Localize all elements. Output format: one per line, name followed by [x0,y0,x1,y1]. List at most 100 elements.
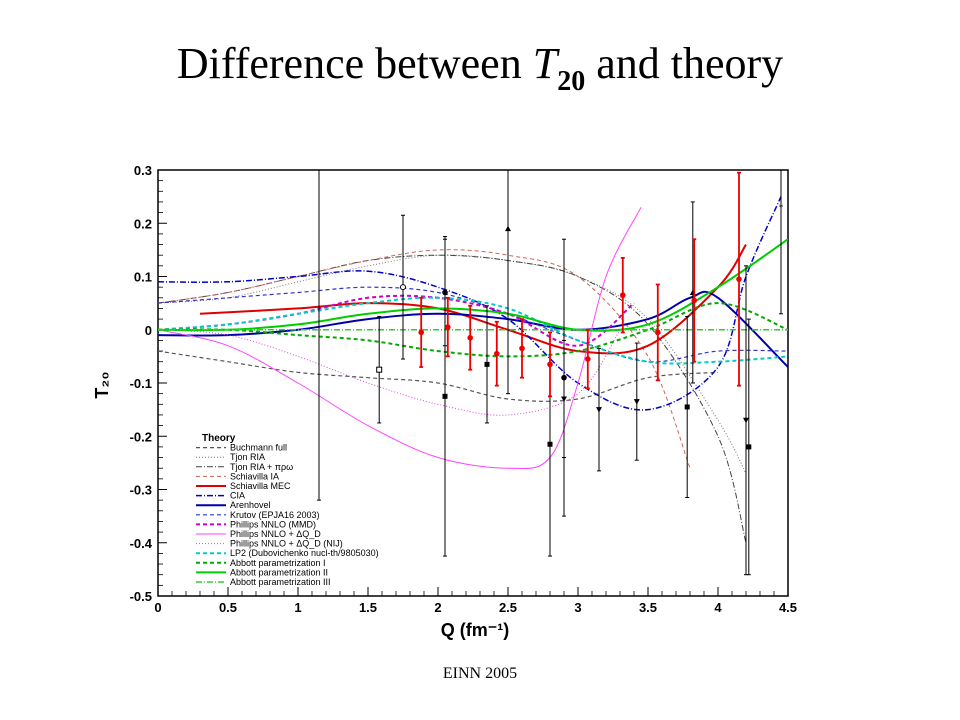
footer: EINN 2005 [442,665,518,682]
data-point [655,283,661,382]
marker-triangle-down [561,396,567,402]
marker-triangle-down [743,417,749,424]
plot-area: 0 0.5 1 1.5 2 2.5 3 3.5 4 4.5 -0.5 -0.4 -0.3 -0.2 -0.1… [92,163,797,640]
marker-star: * [779,202,784,212]
data-point [376,315,383,424]
data-point [633,342,640,461]
legend-entry: Abbott parametrization II [230,567,328,577]
data-point [494,320,500,387]
data-point [691,238,697,363]
marker-circle [547,361,553,368]
legend-entry: LP2 (Dubovichenko nucl-th/9805030) [230,548,379,558]
marker-circle [442,289,448,296]
legend-title: Theory [202,433,236,444]
y-tick-label: 0.3 [134,163,152,178]
legend-entry: Phillips NNLO + ΔQ_D (NIJ) [230,539,343,549]
x-tick-label: 0.5 [219,600,237,615]
marker-circle [467,334,474,341]
legend-entry: Phillips NNLO (MMD) [230,519,316,529]
marker-circle [620,292,626,298]
x-tick-label: 3 [574,600,581,615]
x-tick-label: 1 [294,600,301,615]
theory-curve-14 [158,238,788,332]
data-point [561,339,567,459]
legend-entry: Tjon RIA [230,452,265,462]
data-point: * [779,170,784,315]
marker-circle [585,356,591,362]
legend-entry: Buchmann full [230,443,287,453]
legend-entry: Phillips NNLO + ΔQ_D [230,529,321,539]
theory-curve-13 [158,302,788,358]
y-tick-label: -0.1 [130,376,152,391]
y-axis-title: T₂₀ [92,371,112,398]
y-tick-label: -0.3 [130,483,152,498]
data-point [400,214,406,360]
y-tick-label: 0.2 [134,216,152,231]
y-tick-label: -0.2 [130,429,152,444]
marker-square [684,404,690,410]
title-prefix: Difference between [176,39,533,88]
theory-curve-6 [158,196,782,411]
data-point [596,347,602,472]
data-point [484,305,490,424]
marker-open-square [376,366,383,373]
marker-circle [445,324,451,330]
data-point [505,170,511,395]
theory-curve-5 [199,244,747,355]
data-point [547,331,553,398]
data-point [519,318,525,379]
marker-square [547,441,553,447]
legend-entry: Abbott parametrization I [230,558,326,568]
theory-curve-11 [158,329,621,416]
x-tick-label: 4.5 [779,600,797,615]
legend-entry: CIA [230,491,245,501]
y-tick-label: -0.4 [130,536,153,551]
x-tick-label: 1.5 [359,600,377,615]
x-tick-label: 4 [714,600,722,615]
legend-entry: Tjon RIA + πρω [230,462,293,472]
x-tick-label: 0 [154,600,161,615]
marker-square [442,393,448,399]
x-tick-label: 2.5 [499,600,517,615]
y-tick-label: 0 [145,323,152,338]
data-point [317,170,321,501]
y-tick-label: 0.1 [134,270,152,285]
data-points: * [317,170,784,576]
marker-circle [736,276,742,282]
legend-entry: Schiavilla IA [230,471,279,481]
marker-triangle-down [633,399,640,405]
data-point [442,238,448,347]
marker-triangle-down [596,407,602,413]
theory-curve-8 [158,286,788,363]
marker-square [746,444,752,450]
data-point [467,304,474,371]
data-point [743,265,749,576]
x-axis-title: Q (fm⁻¹) [441,620,509,640]
marker-circle [418,329,425,336]
data-point [620,256,626,334]
marker-circle [655,329,661,336]
theory-curve-12 [158,296,788,365]
data-point [684,315,690,498]
x-tick-label: 2 [434,600,441,615]
marker-square [484,361,490,367]
data-point [736,171,742,387]
marker-circle [519,345,525,352]
theory-curve-10 [158,207,642,470]
data-point [445,296,451,358]
marker-circle [691,297,697,304]
legend-entry: Schiavilla MEC [230,481,291,491]
data-point [746,318,752,576]
data-point [585,328,591,390]
legend-entry: Krutov (EPJA16 2003) [230,510,320,520]
y-tick-label: -0.5 [130,589,152,604]
marker-open-circle [400,284,406,291]
legend-entry: Arenhovel [230,500,271,510]
theory-curve-1 [158,350,719,402]
title-suffix: and theory [585,39,784,88]
marker-triangle-up [505,225,511,232]
data-point [418,296,425,368]
title-symbol: T [532,39,558,88]
